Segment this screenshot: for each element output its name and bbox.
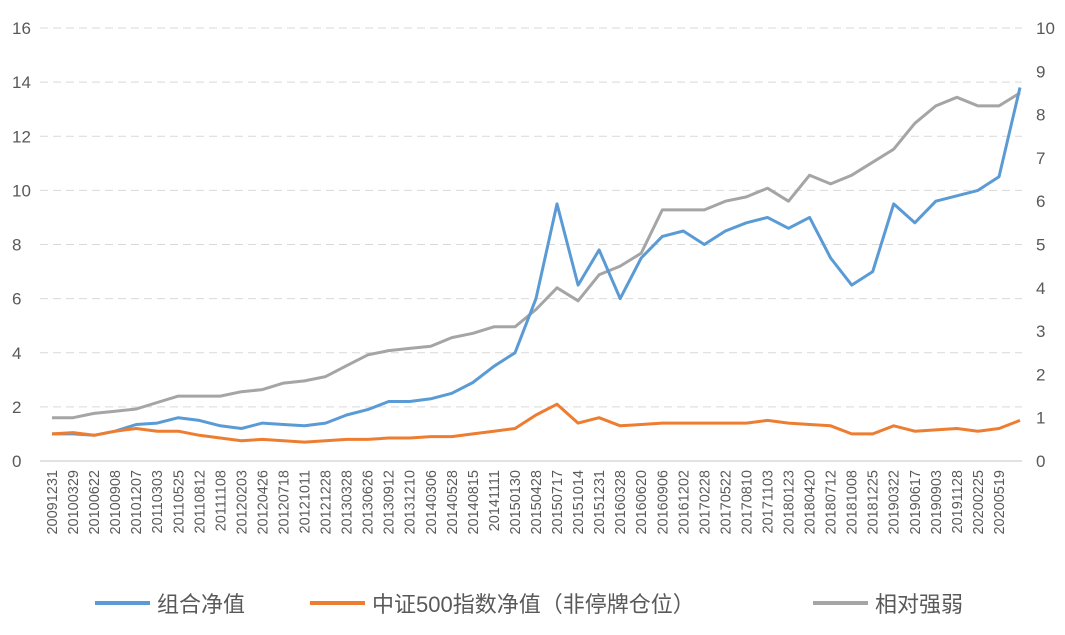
x-tick-label: 20181008	[845, 470, 861, 535]
x-tick-label: 20180712	[824, 470, 840, 535]
x-tick-label: 20100622	[87, 470, 103, 535]
x-tick-label: 20161202	[676, 470, 692, 535]
x-tick-label: 20140306	[424, 470, 440, 535]
left-tick-label: 14	[12, 73, 31, 92]
left-tick-label: 6	[12, 290, 21, 309]
x-tick-label: 20180123	[782, 470, 798, 535]
right-tick-label: 3	[1036, 322, 1045, 341]
x-tick-label: 20141111	[487, 470, 503, 531]
left-tick-label: 2	[12, 398, 21, 417]
x-tick-label: 20100908	[108, 470, 124, 535]
x-tick-label: 20131210	[403, 470, 419, 535]
x-tick-label: 20190903	[929, 470, 945, 535]
x-tick-label: 20150428	[529, 470, 545, 535]
x-tick-label: 20170810	[739, 470, 755, 535]
x-tick-label: 20120426	[255, 470, 271, 535]
right-tick-label: 2	[1036, 365, 1045, 384]
x-tick-label: 20150717	[550, 470, 566, 535]
x-tick-label: 20130912	[382, 470, 398, 535]
series-lines	[51, 87, 1022, 444]
x-tick-label: 20100329	[66, 470, 82, 535]
legend-label-relative: 相对强弱	[875, 592, 963, 617]
series-line-0	[52, 87, 1022, 437]
right-tick-label: 5	[1036, 236, 1045, 255]
x-tick-label: 20151014	[571, 470, 587, 535]
series-line-2	[52, 91, 1021, 420]
x-tick-label: 20121011	[298, 470, 314, 533]
legend: 组合净值 中证500指数净值（非停牌仓位） 相对强弱	[95, 592, 963, 617]
right-tick-label: 8	[1036, 106, 1045, 125]
x-tick-label: 20160620	[634, 470, 650, 535]
x-tick-label: 20170522	[718, 470, 734, 535]
x-tick-label: 20110812	[192, 470, 208, 533]
left-tick-label: 8	[12, 236, 21, 255]
right-tick-label: 4	[1036, 279, 1045, 298]
x-tick-label: 20200519	[992, 470, 1008, 535]
x-tick-label: 20190322	[887, 470, 903, 535]
x-tick-label: 20111108	[213, 470, 229, 531]
x-tick-label: 20200225	[971, 470, 987, 535]
legend-label-portfolio: 组合净值	[157, 592, 245, 617]
legend-label-csi500: 中证500指数净值（非停牌仓位）	[372, 592, 695, 617]
x-tick-label: 20140528	[445, 470, 461, 535]
left-tick-label: 12	[12, 127, 31, 146]
left-tick-label: 0	[12, 452, 21, 471]
right-tick-label: 1	[1036, 409, 1045, 428]
x-tick-label: 20160906	[655, 470, 671, 535]
right-tick-label: 10	[1036, 19, 1055, 38]
x-tick-label: 20140815	[466, 470, 482, 535]
x-tick-label: 20190617	[908, 470, 924, 535]
x-tick-label: 20120718	[276, 470, 292, 535]
gridlines	[40, 27, 1022, 462]
x-tick-label: 20110525	[171, 470, 187, 533]
x-tick-label: 20110303	[150, 470, 166, 533]
series-line-1	[51, 402, 1021, 444]
x-tick-label: 20101207	[129, 470, 145, 535]
left-tick-label: 16	[12, 19, 31, 38]
x-tick-label: 20191128	[950, 470, 966, 533]
x-tick-label: 20151231	[592, 470, 608, 535]
x-tick-label: 20130328	[340, 470, 356, 535]
right-tick-label: 0	[1036, 452, 1045, 471]
x-tick-label: 20160328	[613, 470, 629, 535]
right-tick-label: 6	[1036, 192, 1045, 211]
x-tick-label: 20181225	[866, 470, 882, 535]
right-tick-label: 9	[1036, 62, 1045, 81]
left-tick-label: 4	[12, 344, 21, 363]
left-tick-label: 10	[12, 181, 31, 200]
right-tick-label: 7	[1036, 149, 1045, 168]
x-tick-label: 20150130	[508, 470, 524, 535]
right-axis-ticks: 0 1 2 3 4 5 6 7 8 9 10	[1036, 19, 1055, 471]
x-tick-label: 20170228	[697, 470, 713, 535]
x-tick-label: 20091231	[45, 470, 61, 535]
x-tick-label: 20130626	[361, 470, 377, 535]
left-axis-ticks: 0 2 4 6 8 10 12 14 16	[12, 19, 31, 471]
x-axis-ticks: 20091231 20100329 20100622 20100908 20101207…	[45, 470, 1008, 535]
x-tick-label: 20120203	[234, 470, 250, 535]
x-tick-label: 20180420	[803, 470, 819, 535]
x-tick-label: 20171103	[760, 470, 776, 533]
x-tick-label: 20121228	[319, 470, 335, 535]
